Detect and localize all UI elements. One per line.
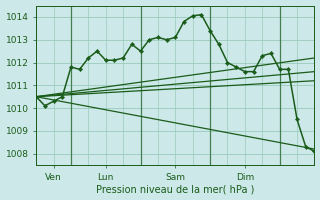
X-axis label: Pression niveau de la mer( hPa ): Pression niveau de la mer( hPa ) <box>96 184 254 194</box>
